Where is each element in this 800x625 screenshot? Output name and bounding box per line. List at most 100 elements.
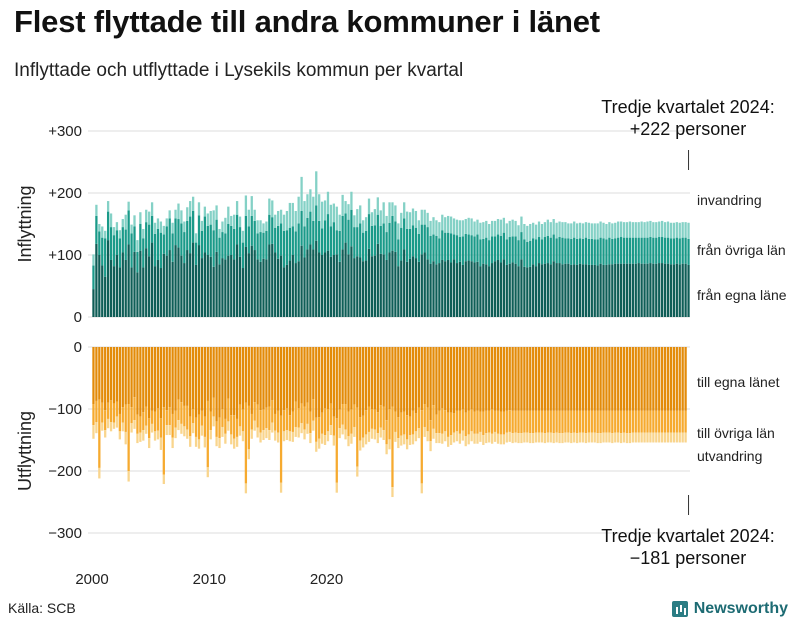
bar-out-1 (558, 347, 561, 411)
bar-in-1 (493, 261, 497, 317)
bar-in-2 (124, 229, 127, 260)
bar-out-1 (502, 347, 506, 412)
bar-in-1 (529, 266, 532, 317)
bar-out-1 (485, 347, 488, 411)
bar-out-1 (646, 347, 649, 411)
bar-in-3 (426, 212, 429, 228)
bar-in-3 (646, 221, 649, 238)
bar-in-1 (262, 258, 265, 317)
bar-in-3 (332, 203, 335, 223)
bar-in-2 (235, 214, 239, 245)
bar-in-1 (517, 266, 520, 317)
brand-logo[interactable]: Newsworthy (671, 600, 788, 618)
bar-out-2 (602, 410, 605, 433)
bar-in-2 (573, 237, 576, 265)
bar-in-1 (461, 264, 464, 317)
bar-in-1 (233, 259, 236, 317)
bar-in-3 (206, 213, 209, 226)
bar-in-3 (558, 221, 561, 238)
bar-out-2 (265, 407, 268, 429)
bar-out-1 (238, 347, 242, 405)
bar-in-2 (130, 233, 133, 268)
bar-out-2 (672, 410, 676, 433)
bar-out-3 (634, 432, 637, 443)
bar-in-3 (455, 219, 459, 236)
bar-in-1 (511, 262, 514, 317)
bar-in-3 (444, 217, 447, 233)
bar-in-2 (517, 240, 520, 267)
bar-in-1 (215, 251, 218, 317)
bar-out-3 (420, 483, 423, 494)
bar-out-1 (661, 347, 664, 411)
bar-out-1 (241, 347, 245, 410)
bar-out-3 (121, 422, 124, 432)
bar-in-2 (326, 214, 330, 251)
bar-out-3 (555, 432, 558, 443)
bar-in-3 (614, 222, 617, 239)
bar-in-3 (124, 214, 127, 230)
bar-in-1 (435, 264, 438, 317)
bar-in-1 (156, 259, 160, 317)
bar-in-3 (449, 216, 453, 234)
bar-in-3 (127, 201, 130, 211)
bar-out-3 (235, 436, 239, 447)
bar-in-2 (617, 237, 620, 264)
bar-in-2 (397, 239, 400, 267)
bar-out-1 (376, 347, 379, 413)
bar-out-2 (441, 408, 444, 434)
bar-in-3 (532, 222, 535, 239)
bar-out-3 (150, 423, 154, 433)
bar-out-2 (684, 410, 687, 433)
bar-out-3 (370, 428, 374, 439)
bar-in-2 (661, 237, 664, 264)
bar-in-1 (247, 253, 250, 317)
bar-in-2 (549, 237, 552, 265)
bar-in-2 (432, 234, 435, 262)
bar-out-3 (256, 427, 259, 438)
bar-out-2 (356, 407, 359, 467)
bar-out-2 (233, 415, 236, 439)
bar-out-3 (552, 433, 555, 444)
bar-out-2 (194, 417, 198, 437)
bar-out-1 (326, 347, 330, 409)
bar-out-3 (675, 432, 678, 443)
bar-in-3 (121, 219, 124, 228)
bar-in-1 (291, 255, 294, 317)
bar-out-2 (617, 410, 620, 433)
bar-out-2 (643, 410, 646, 433)
bar-out-2 (332, 416, 335, 436)
bar-out-2 (581, 410, 585, 433)
bar-in-2 (558, 237, 561, 264)
bar-out-1 (177, 347, 180, 400)
bar-out-3 (350, 433, 353, 444)
bar-out-1 (150, 347, 154, 411)
y-tick-label-top: 0 (74, 309, 82, 326)
bar-out-3 (666, 432, 670, 443)
bar-in-1 (279, 255, 283, 317)
bar-out-2 (297, 408, 300, 428)
bar-in-1 (186, 250, 189, 317)
bar-out-2 (622, 410, 626, 433)
bar-in-1 (558, 263, 561, 317)
bar-out-1 (303, 347, 306, 407)
bar-in-1 (104, 276, 107, 317)
bar-out-1 (634, 347, 637, 411)
bar-out-2 (150, 410, 154, 424)
bar-out-1 (681, 347, 684, 411)
bar-out-3 (206, 467, 209, 478)
bar-in-1 (177, 247, 180, 317)
bar-out-3 (106, 418, 110, 429)
bar-out-2 (362, 415, 365, 438)
bar-in-1 (405, 261, 409, 317)
bar-in-1 (611, 264, 614, 317)
bar-out-1 (438, 347, 441, 411)
bar-in-3 (417, 220, 420, 234)
bar-in-3 (235, 201, 239, 215)
bar-in-2 (347, 219, 350, 255)
bar-out-3 (414, 431, 418, 442)
bar-in-2 (476, 234, 479, 262)
bar-in-2 (227, 224, 230, 256)
bar-in-2 (177, 219, 180, 248)
bar-in-1 (655, 263, 658, 317)
bar-out-3 (291, 431, 294, 442)
